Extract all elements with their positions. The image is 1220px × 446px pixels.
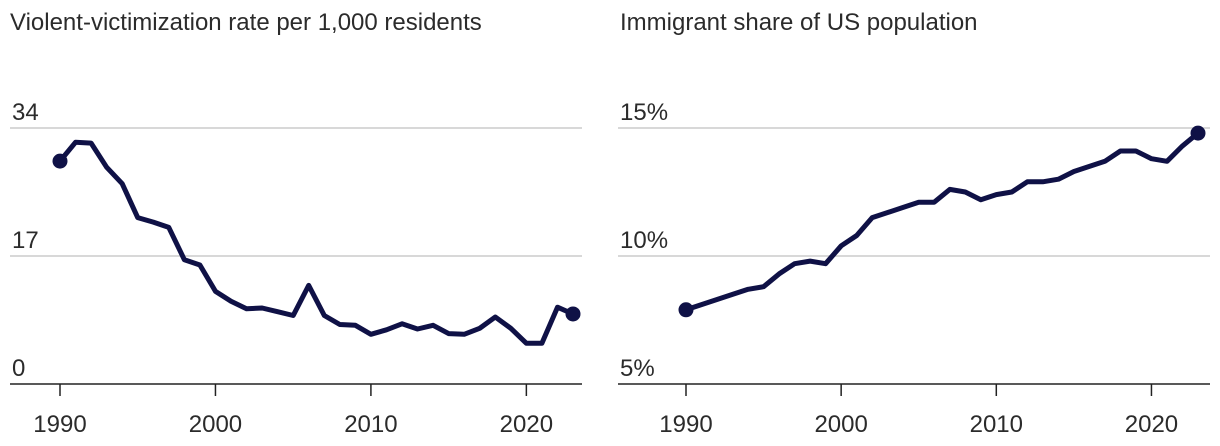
y-tick-label: 15% bbox=[620, 99, 668, 126]
immigrant-share-chart: Immigrant share of US population 5% 10% 15… bbox=[610, 0, 1220, 446]
series-line bbox=[683, 130, 1201, 313]
x-tick-label: 1990 bbox=[659, 411, 712, 438]
chart-title: Immigrant share of US population bbox=[620, 9, 978, 36]
end-point-marker bbox=[565, 306, 581, 322]
violent-victimization-plot: 0 17 34 1990 2000 2010 2020 bbox=[10, 99, 582, 438]
immigrant-share-plot: 5% 10% 15% 1990 2000 2010 2020 bbox=[618, 99, 1210, 438]
x-tick-label: 2020 bbox=[1125, 411, 1178, 438]
y-tick-label: 0 bbox=[12, 355, 25, 382]
y-tick-label: 10% bbox=[620, 227, 668, 254]
chart-title: Violent-victimization rate per 1,000 res… bbox=[10, 9, 482, 36]
x-tick-label: 2000 bbox=[814, 411, 867, 438]
start-point-marker bbox=[52, 153, 68, 169]
x-tick-label: 2000 bbox=[189, 411, 242, 438]
x-tick-label: 1990 bbox=[33, 411, 86, 438]
y-tick-label: 17 bbox=[12, 227, 39, 254]
x-tick-label: 2020 bbox=[500, 411, 553, 438]
y-tick-label: 5% bbox=[620, 355, 655, 382]
y-tick-label: 34 bbox=[12, 99, 39, 126]
violent-victimization-chart: Violent-victimization rate per 1,000 res… bbox=[0, 0, 600, 446]
x-tick-label: 2010 bbox=[344, 411, 397, 438]
series-line bbox=[57, 139, 576, 346]
x-tick-label: 2010 bbox=[970, 411, 1023, 438]
end-point-marker bbox=[1190, 125, 1206, 141]
start-point-marker bbox=[678, 302, 694, 318]
